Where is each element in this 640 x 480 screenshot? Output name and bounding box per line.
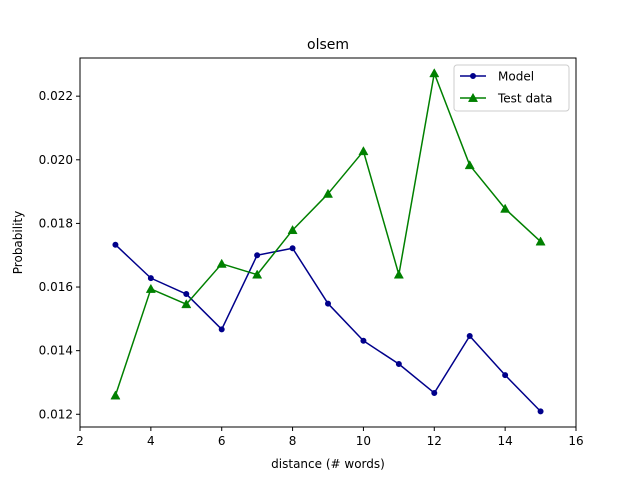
y-tick-label: 0.020 [39, 153, 73, 167]
data-point-test-data [393, 269, 404, 279]
data-point-test-data [322, 188, 334, 198]
legend-marker-test-data [467, 92, 479, 102]
chart-title: olsem [307, 37, 349, 53]
data-point-test-data [287, 224, 298, 235]
data-point-model [112, 241, 119, 248]
x-tick-label: 10 [356, 434, 371, 448]
data-point-test-data [145, 283, 156, 293]
data-point-model [289, 245, 296, 252]
plot-frame [79, 57, 577, 428]
data-point-model [147, 275, 154, 282]
data-point-model [466, 333, 473, 340]
x-tick-label: 12 [427, 434, 442, 448]
data-point-test-data [110, 390, 121, 400]
y-tick-label: 0.014 [39, 344, 73, 358]
data-point-model [395, 361, 402, 368]
data-point-model [183, 291, 190, 298]
x-tick-label: 14 [498, 434, 513, 448]
data-point-model [502, 372, 509, 379]
data-point-model [218, 326, 225, 333]
y-tick-label: 0.012 [39, 407, 73, 421]
x-axis-label: distance (# words) [271, 457, 385, 471]
data-point-test-data [500, 203, 511, 213]
legend-label-model: Model [498, 70, 534, 84]
data-point-model [254, 252, 261, 259]
legend-marker-model [470, 73, 476, 79]
x-tick-label: 16 [568, 434, 583, 448]
x-tick-label: 2 [76, 434, 84, 448]
data-point-model [360, 337, 367, 344]
data-point-test-data [535, 236, 546, 246]
y-tick-label: 0.018 [39, 216, 73, 230]
legend: Model Test data [453, 64, 570, 112]
data-point-model [537, 408, 544, 415]
data-point-test-data [429, 68, 440, 78]
data-point-test-data [181, 299, 192, 309]
y-tick-label: 0.016 [39, 280, 73, 294]
x-tick-label: 8 [289, 434, 297, 448]
x-tick-label: 4 [147, 434, 155, 448]
data-point-test-data [358, 146, 369, 156]
x-tick-label: 6 [218, 434, 226, 448]
data-point-test-data [464, 160, 475, 170]
legend-label-test-data: Test data [497, 92, 552, 106]
data-point-model [325, 300, 331, 307]
data-point-model [431, 389, 438, 396]
y-tick-label: 0.022 [39, 89, 73, 103]
data-point-test-data [252, 269, 263, 279]
data-point-test-data [216, 258, 227, 268]
y-axis-label: Probability [11, 211, 25, 274]
